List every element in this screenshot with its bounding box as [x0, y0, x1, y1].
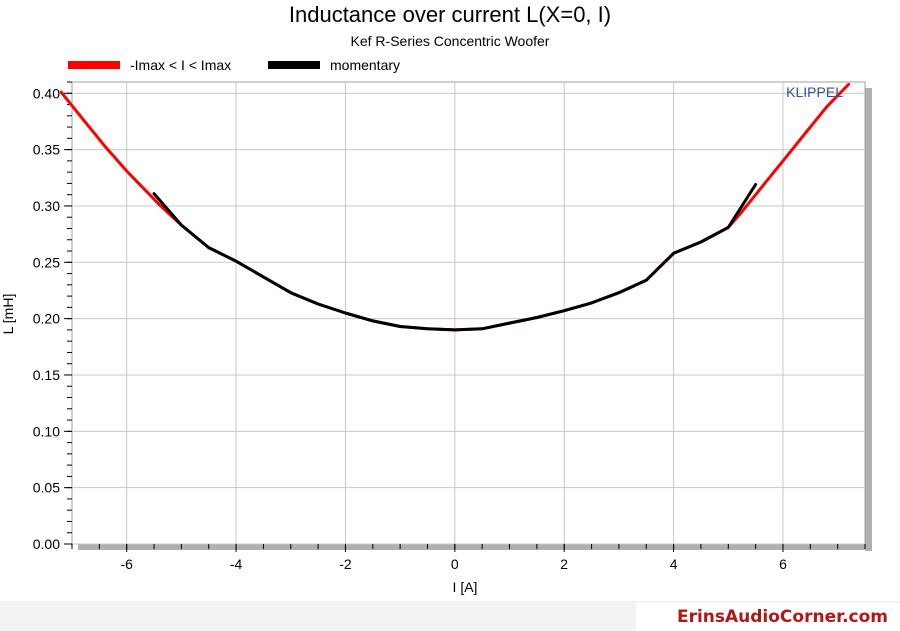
y-tick-label: 0.05	[33, 480, 60, 496]
y-tick-label: 0.35	[33, 142, 60, 158]
x-axis: -6 -4 -2 0 2 4 6	[71, 544, 866, 572]
plot-shadow-bottom	[78, 544, 872, 550]
legend: -Imax < I < Imax momentary	[68, 57, 400, 73]
chart: Inductance over current L(X=0, I) Kef R-…	[0, 2, 872, 595]
y-tick-label: 0.20	[33, 311, 60, 327]
x-tick-label: -2	[339, 556, 352, 572]
y-tick-label: 0.25	[33, 254, 60, 270]
x-tick-label: 6	[779, 556, 787, 572]
plot-shadow-right	[865, 88, 872, 551]
legend-label-momentary: momentary	[330, 57, 400, 73]
x-tick-label: 2	[560, 556, 568, 572]
x-tick-label: -4	[230, 556, 243, 572]
plot-area	[71, 81, 866, 545]
x-tick-label: 0	[451, 556, 459, 572]
x-tick-label: -6	[120, 556, 133, 572]
chart-title: Inductance over current L(X=0, I)	[289, 2, 611, 27]
plot-shadow	[78, 88, 872, 551]
x-tick-label: 4	[670, 556, 678, 572]
footer-box	[636, 603, 900, 631]
series-line-momentary	[152, 183, 758, 332]
y-axis: 0.00 0.05 0.10 0.15 0.20 0.25 0.30 0.35 0.40	[33, 81, 72, 552]
watermark: KLIPPEL	[786, 84, 843, 100]
y-axis-label: L [mH]	[0, 294, 16, 335]
legend-swatch-imax	[68, 61, 120, 69]
x-axis-label: I [A]	[453, 579, 478, 595]
gridlines	[72, 82, 865, 545]
y-tick-label: 0.10	[33, 423, 60, 439]
legend-swatch-momentary	[268, 61, 320, 69]
y-tick-label: 0.00	[33, 536, 60, 552]
y-tick-label: 0.40	[33, 85, 60, 101]
y-tick-label: 0.30	[33, 198, 60, 214]
footer-brand: ErinsAudioCorner.com	[676, 607, 888, 627]
chart-subtitle: Kef R-Series Concentric Woofer	[351, 33, 550, 49]
y-tick-label: 0.15	[33, 367, 60, 383]
legend-label-imax: -Imax < I < Imax	[130, 57, 231, 73]
series-lines	[59, 82, 851, 332]
